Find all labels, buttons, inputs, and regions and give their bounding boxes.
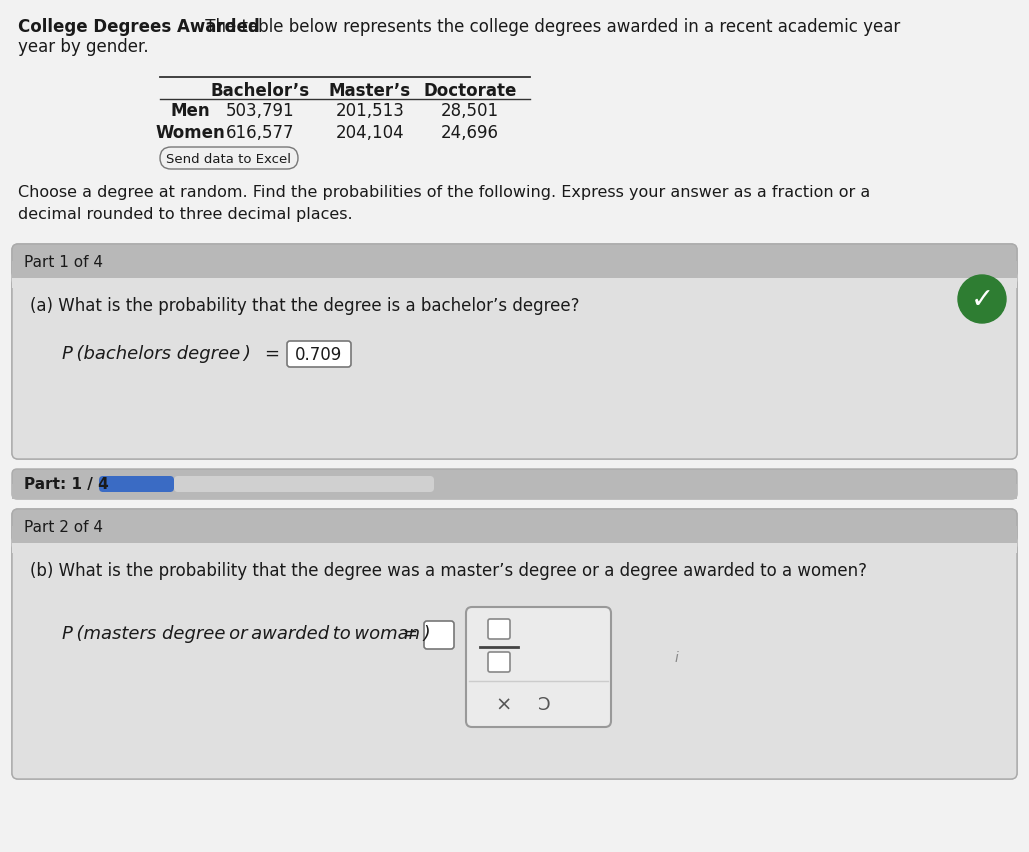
- FancyBboxPatch shape: [287, 342, 351, 367]
- FancyBboxPatch shape: [12, 245, 1017, 279]
- Text: (a) What is the probability that the degree is a bachelor’s degree?: (a) What is the probability that the deg…: [30, 296, 579, 314]
- Text: year by gender.: year by gender.: [17, 38, 148, 56]
- Text: The table below represents the college degrees awarded in a recent academic year: The table below represents the college d…: [200, 18, 900, 36]
- FancyBboxPatch shape: [12, 469, 1017, 499]
- Text: 503,791: 503,791: [225, 102, 294, 120]
- FancyBboxPatch shape: [174, 476, 434, 492]
- FancyBboxPatch shape: [12, 509, 1017, 544]
- FancyBboxPatch shape: [488, 653, 510, 672]
- FancyBboxPatch shape: [466, 607, 611, 727]
- Text: (b) What is the probability that the degree was a master’s degree or a degree aw: (b) What is the probability that the deg…: [30, 561, 867, 579]
- Text: 24,696: 24,696: [441, 124, 499, 141]
- FancyBboxPatch shape: [12, 509, 1017, 779]
- Bar: [12, 527, 1017, 544]
- Text: Send data to Excel: Send data to Excel: [167, 153, 291, 165]
- Text: 28,501: 28,501: [441, 102, 499, 120]
- Text: 616,577: 616,577: [225, 124, 294, 141]
- Text: Ɔ: Ɔ: [537, 695, 551, 713]
- FancyBboxPatch shape: [99, 476, 174, 492]
- Bar: [12, 279, 1017, 289]
- Text: Master’s: Master’s: [329, 82, 411, 100]
- FancyBboxPatch shape: [424, 621, 454, 649]
- Text: College Degrees Awarded: College Degrees Awarded: [17, 18, 259, 36]
- Text: Part: 1 / 4: Part: 1 / 4: [24, 477, 109, 492]
- Text: P (bachelors degree ): P (bachelors degree ): [62, 344, 251, 363]
- Text: Choose a degree at random. Find the probabilities of the following. Express your: Choose a degree at random. Find the prob…: [17, 185, 871, 222]
- Bar: [12, 485, 1017, 499]
- Text: Doctorate: Doctorate: [423, 82, 517, 100]
- Text: Part 2 of 4: Part 2 of 4: [24, 519, 103, 534]
- Text: =: =: [402, 625, 417, 642]
- FancyBboxPatch shape: [159, 148, 298, 170]
- FancyBboxPatch shape: [488, 619, 510, 639]
- Text: Part 1 of 4: Part 1 of 4: [24, 254, 103, 269]
- FancyBboxPatch shape: [12, 279, 1017, 459]
- FancyBboxPatch shape: [12, 544, 1017, 779]
- Bar: [12, 262, 1017, 279]
- Bar: [12, 544, 1017, 553]
- Text: 204,104: 204,104: [335, 124, 404, 141]
- Text: =: =: [264, 344, 279, 363]
- Text: 0.709: 0.709: [295, 346, 343, 364]
- Text: ✓: ✓: [970, 285, 994, 314]
- Text: i: i: [674, 650, 678, 665]
- Text: P (masters degree or awarded to woman ): P (masters degree or awarded to woman ): [62, 625, 430, 642]
- Text: Women: Women: [155, 124, 225, 141]
- Text: 201,513: 201,513: [335, 102, 404, 120]
- Text: ×: ×: [496, 694, 512, 714]
- Text: Men: Men: [170, 102, 210, 120]
- Circle shape: [958, 276, 1006, 324]
- Text: Bachelor’s: Bachelor’s: [211, 82, 310, 100]
- FancyBboxPatch shape: [12, 245, 1017, 459]
